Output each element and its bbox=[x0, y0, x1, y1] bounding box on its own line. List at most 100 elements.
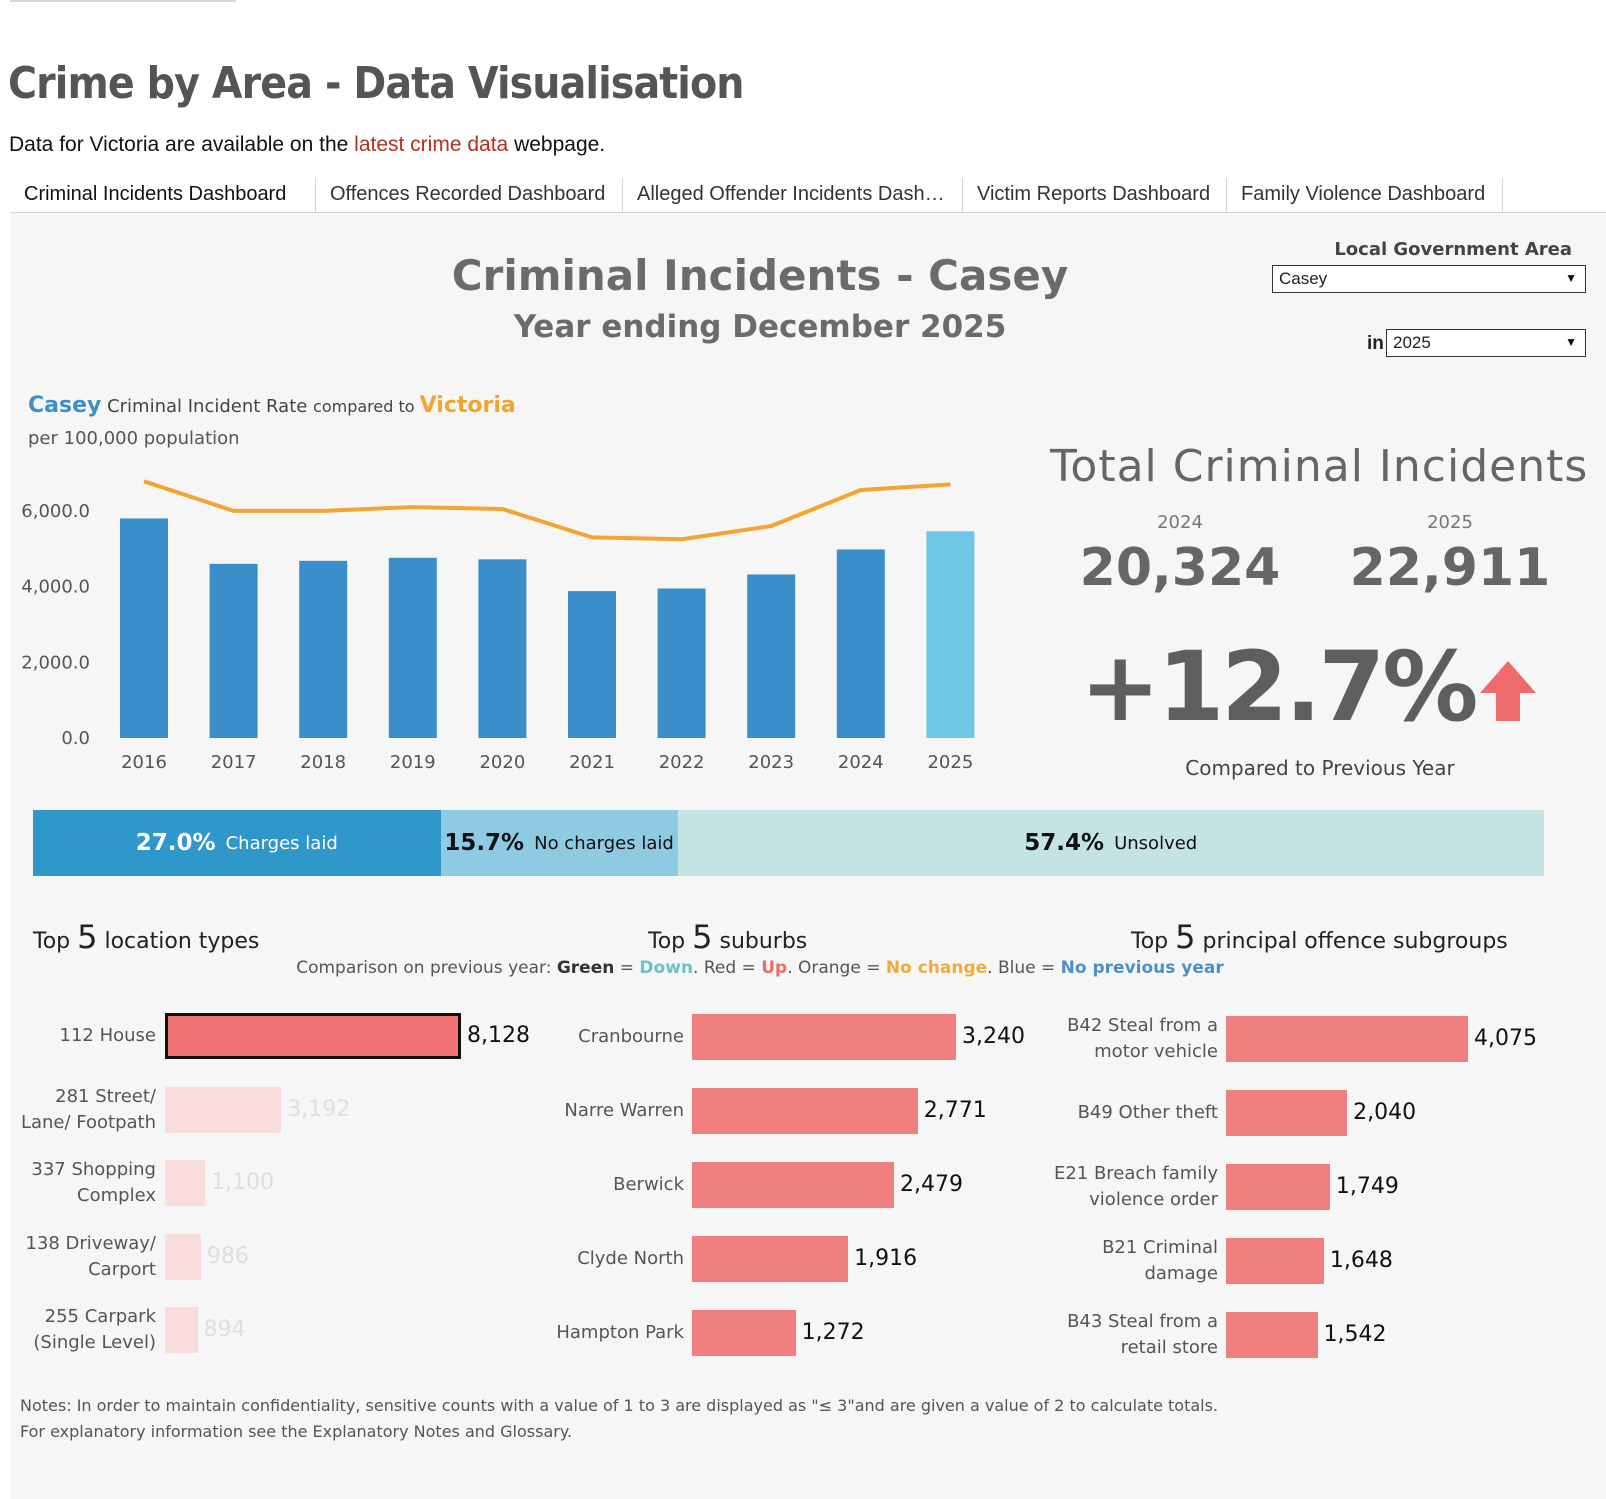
section-name: principal offence subgroups bbox=[1195, 929, 1508, 954]
outcome-charges-laid[interactable]: 27.0% Charges laid bbox=[33, 810, 441, 876]
bar-2021 bbox=[568, 591, 616, 738]
bar-label: E21 Breach family violence order bbox=[1053, 1163, 1218, 1210]
bar-label: 255 Carpark (Single Level) bbox=[33, 1306, 156, 1353]
lga-value: Casey bbox=[1279, 269, 1328, 288]
tab-offences-recorded[interactable]: Offences Recorded Dashboard bbox=[316, 178, 623, 212]
y-tick-label: 6,000.0 bbox=[21, 501, 90, 522]
bar-b43-steal-from-a-retail-store[interactable] bbox=[1226, 1312, 1318, 1358]
legend-blue: Blue bbox=[997, 958, 1036, 978]
bar-label: B42 Steal from a motor vehicle bbox=[1067, 1015, 1218, 1062]
legend-no-change: No change bbox=[885, 958, 988, 978]
total-year-curr: 2025 bbox=[1427, 512, 1473, 533]
section-five: 5 bbox=[77, 918, 98, 956]
latest-crime-data-link[interactable]: latest crime data bbox=[354, 133, 509, 156]
legend-orange: Orange bbox=[798, 958, 861, 978]
bar-e21-breach-family-violence-order[interactable] bbox=[1226, 1164, 1330, 1210]
legend-up: Up bbox=[761, 958, 788, 978]
bar-value: 894 bbox=[203, 1317, 246, 1342]
total-change-percent: +12.7% bbox=[1080, 631, 1478, 743]
legend-sep: . bbox=[787, 958, 798, 978]
x-tick-label: 2020 bbox=[479, 752, 525, 773]
bar-label: Narre Warren bbox=[564, 1100, 684, 1121]
outcome-unsolved[interactable]: 57.4% Unsolved bbox=[677, 810, 1544, 876]
chevron-down-icon: ▼ bbox=[1565, 335, 1577, 349]
outcome-no-charges-laid[interactable]: 15.7% No charges laid bbox=[440, 810, 678, 876]
bar-b42-steal-from-a-motor-vehicle[interactable] bbox=[1226, 1016, 1468, 1062]
outcome-percent: 15.7% bbox=[444, 830, 525, 856]
chart-heading: Casey Criminal Incident Rate compared to… bbox=[28, 393, 516, 418]
x-tick-label: 2018 bbox=[300, 752, 346, 773]
legend-down: Down bbox=[639, 958, 694, 978]
outcome-label: No charges laid bbox=[534, 832, 674, 854]
chart-area-name: Casey bbox=[28, 393, 102, 418]
lga-select[interactable]: Casey ▼ bbox=[1272, 265, 1586, 293]
bar-label: Cranbourne bbox=[578, 1026, 684, 1047]
outcome-bar: 27.0% Charges laid 15.7% No charges laid 5… bbox=[33, 810, 1544, 876]
tab-alleged-offender-incidents[interactable]: Alleged Offender Incidents Dash… bbox=[623, 178, 963, 212]
bar-cranbourne[interactable] bbox=[692, 1014, 956, 1060]
bar-138-driveway-carport[interactable] bbox=[165, 1233, 201, 1280]
tab-victim-reports[interactable]: Victim Reports Dashboard bbox=[963, 178, 1227, 212]
bar-narre-warren[interactable] bbox=[692, 1088, 918, 1134]
notes-label: Notes bbox=[20, 1396, 67, 1415]
bar-2024 bbox=[836, 549, 885, 738]
bar-337-shopping-complex[interactable] bbox=[165, 1160, 206, 1206]
x-tick-label: 2024 bbox=[838, 752, 884, 773]
bar-label: B43 Steal from a retail store bbox=[1067, 1311, 1218, 1358]
x-tick-label: 2021 bbox=[569, 752, 615, 773]
bar-value: 1,100 bbox=[211, 1170, 275, 1195]
y-tick-label: 2,000.0 bbox=[21, 652, 90, 673]
total-incidents-title: Total Criminal Incidents bbox=[1050, 441, 1589, 492]
total-change-label: Compared to Previous Year bbox=[1185, 756, 1455, 780]
bar-value: 4,075 bbox=[1474, 1026, 1537, 1051]
total-year-prev: 2024 bbox=[1157, 512, 1203, 533]
chart-state-name: Victoria bbox=[419, 393, 516, 418]
bar-label: 138 Driveway/ Carport bbox=[25, 1232, 156, 1280]
bar-281-street-lane-footpath[interactable] bbox=[165, 1086, 282, 1133]
bar-value: 986 bbox=[206, 1243, 249, 1269]
bar-2018 bbox=[299, 560, 348, 738]
bar-b49-other-theft[interactable] bbox=[1226, 1090, 1348, 1136]
chevron-down-icon: ▼ bbox=[1565, 271, 1577, 285]
legend-red: Red bbox=[703, 958, 737, 978]
bar-value: 3,240 bbox=[962, 1024, 1025, 1049]
legend-eq: = bbox=[736, 958, 762, 978]
top-divider bbox=[10, 0, 236, 2]
section-title-offences: Top 5 principal offence subgroups bbox=[1131, 918, 1508, 956]
bar-label: Hampton Park bbox=[556, 1322, 684, 1343]
section-top: Top bbox=[648, 929, 693, 954]
bar-label: B49 Other theft bbox=[1077, 1102, 1218, 1123]
bar-berwick[interactable] bbox=[692, 1162, 894, 1208]
bar-112-house[interactable] bbox=[165, 1013, 461, 1059]
bar-2020 bbox=[478, 559, 527, 738]
section-top: Top bbox=[1131, 929, 1176, 954]
x-tick-label: 2016 bbox=[121, 752, 167, 773]
legend-green: Green bbox=[556, 958, 615, 978]
total-value-prev: 20,324 bbox=[1079, 538, 1281, 598]
chart-heading-text: Criminal Incident Rate bbox=[101, 396, 314, 417]
year-select[interactable]: 2025 ▼ bbox=[1386, 329, 1586, 357]
dashboard-tabs: Criminal Incidents Dashboard Offences Re… bbox=[10, 178, 1606, 213]
bar-value: 1,542 bbox=[1323, 1322, 1387, 1347]
in-label: in bbox=[1367, 333, 1384, 354]
tab-family-violence[interactable]: Family Violence Dashboard bbox=[1227, 178, 1503, 212]
section-top: Top bbox=[33, 929, 78, 954]
tab-criminal-incidents[interactable]: Criminal Incidents Dashboard bbox=[10, 178, 316, 212]
bar-value: 2,479 bbox=[899, 1172, 963, 1197]
outcome-label: Charges laid bbox=[225, 832, 338, 854]
bar-b21-criminal-damage[interactable] bbox=[1226, 1238, 1324, 1284]
bar-255-carpark-single-level-[interactable] bbox=[165, 1307, 198, 1353]
bar-clyde-north[interactable] bbox=[692, 1236, 849, 1282]
outcome-percent: 27.0% bbox=[135, 830, 216, 856]
legend-eq: = bbox=[614, 958, 640, 978]
section-five: 5 bbox=[692, 918, 713, 956]
legend-eq: = bbox=[1035, 958, 1061, 978]
intro-before: Data for Victoria are available on the bbox=[9, 133, 355, 156]
bar-label: 112 House bbox=[59, 1025, 157, 1046]
page-title: Crime by Area - Data Visualisation bbox=[8, 58, 744, 109]
section-name: suburbs bbox=[712, 929, 808, 954]
bar-hampton-park[interactable] bbox=[692, 1310, 796, 1356]
y-tick-label: 4,000.0 bbox=[21, 577, 90, 598]
legend-no-previous: No previous year bbox=[1060, 958, 1224, 978]
dashboard-subtitle: Year ending December 2025 bbox=[513, 309, 1007, 345]
